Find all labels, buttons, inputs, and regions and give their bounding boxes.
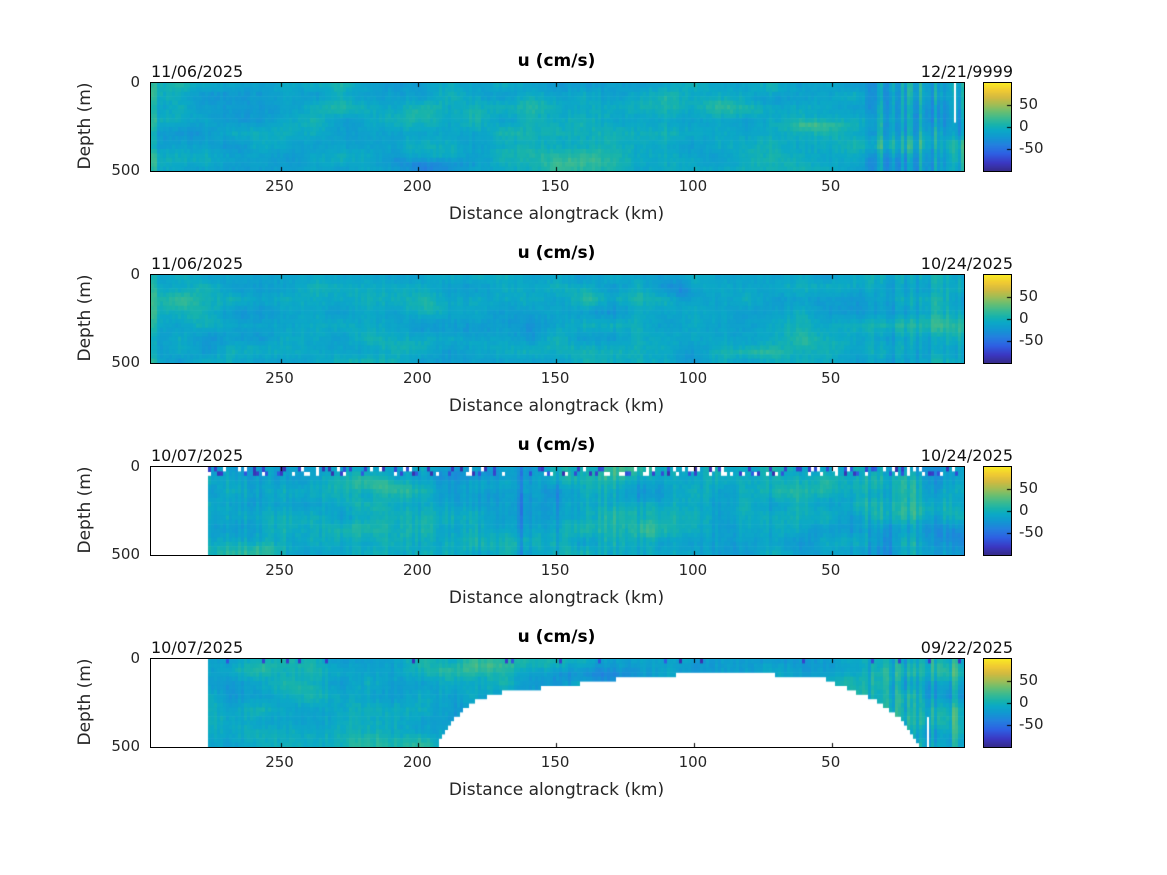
velocity-heatmap [151,275,964,363]
velocity-heatmap [151,83,964,171]
colorbar-gradient [984,659,1011,747]
colorbar-gradient [984,83,1011,171]
colorbar [983,82,1012,172]
plot-title: u (cm/s) [517,627,596,647]
plot-title: u (cm/s) [517,243,596,263]
end-date-annotation: 10/24/2025 [920,254,1013,273]
colorbar-tick: -50 [1019,139,1044,157]
y-tick-500: 500 [111,737,140,755]
subplot-4: u (cm/s) 10/07/2025 09/22/2025 Depth (m)… [0,627,1167,850]
colorbar [983,466,1012,556]
colorbar-tick: 0 [1019,501,1029,519]
subplot-2: u (cm/s) 11/06/2025 10/24/2025 Depth (m)… [0,243,1167,466]
x-tick: 250 [265,561,294,579]
velocity-heatmap [151,467,964,555]
start-date-annotation: 10/07/2025 [151,638,244,657]
y-tick-0: 0 [130,73,140,91]
colorbar [983,658,1012,748]
colorbar-tick: 0 [1019,117,1029,135]
x-axis-label: Distance alongtrack (km) [448,396,665,416]
y-tick-500: 500 [111,161,140,179]
x-tick: 200 [402,753,432,771]
x-axis-label: Distance alongtrack (km) [448,204,665,224]
x-tick: 100 [678,753,708,771]
plot-title: u (cm/s) [517,435,596,455]
x-tick: 200 [402,561,432,579]
x-tick: 150 [540,561,570,579]
colorbar-gradient [984,467,1011,555]
start-date-annotation: 11/06/2025 [151,62,244,81]
start-date-annotation: 10/07/2025 [151,446,244,465]
colorbar-tick: 50 [1019,287,1039,305]
x-tick: 50 [821,753,841,771]
colorbar-gradient [984,275,1011,363]
x-tick: 200 [402,369,432,387]
x-tick: 100 [678,177,708,195]
subplot-1: u (cm/s) 11/06/2025 12/21/9999 Depth (m)… [0,51,1167,274]
start-date-annotation: 11/06/2025 [151,254,244,273]
y-tick-500: 500 [111,353,140,371]
colorbar-tick: 0 [1019,693,1029,711]
colorbar-tick: 0 [1019,309,1029,327]
y-axis-label: Depth (m) [75,82,95,170]
y-axis-label: Depth (m) [75,658,95,746]
x-tick: 100 [678,369,708,387]
y-tick-0: 0 [130,265,140,283]
x-tick: 200 [402,177,432,195]
plot-area [150,274,965,364]
y-tick-0: 0 [130,457,140,475]
subplot-3: u (cm/s) 10/07/2025 10/24/2025 Depth (m)… [0,435,1167,658]
x-tick: 250 [265,369,294,387]
colorbar-tick: -50 [1019,523,1044,541]
x-tick: 250 [265,753,294,771]
colorbar-tick: 50 [1019,95,1039,113]
y-tick-500: 500 [111,545,140,563]
x-tick: 50 [821,561,841,579]
x-tick: 50 [821,369,841,387]
end-date-annotation: 09/22/2025 [920,638,1013,657]
colorbar-tick: -50 [1019,331,1044,349]
x-tick: 150 [540,753,570,771]
plot-title: u (cm/s) [517,51,596,71]
y-axis-label: Depth (m) [75,466,95,554]
colorbar-tick: 50 [1019,479,1039,497]
x-tick: 250 [265,177,294,195]
x-axis-label: Distance alongtrack (km) [448,780,665,800]
y-tick-0: 0 [130,649,140,667]
x-tick: 150 [540,177,570,195]
colorbar [983,274,1012,364]
x-axis-label: Distance alongtrack (km) [448,588,665,608]
plot-area [150,658,965,748]
x-tick: 150 [540,369,570,387]
y-axis-label: Depth (m) [75,274,95,362]
velocity-heatmap [151,659,964,747]
end-date-annotation: 10/24/2025 [920,446,1013,465]
colorbar-tick: -50 [1019,715,1044,733]
plot-area [150,82,965,172]
plot-area [150,466,965,556]
x-tick: 100 [678,561,708,579]
x-tick: 50 [821,177,841,195]
end-date-annotation: 12/21/9999 [920,62,1013,81]
colorbar-tick: 50 [1019,671,1039,689]
